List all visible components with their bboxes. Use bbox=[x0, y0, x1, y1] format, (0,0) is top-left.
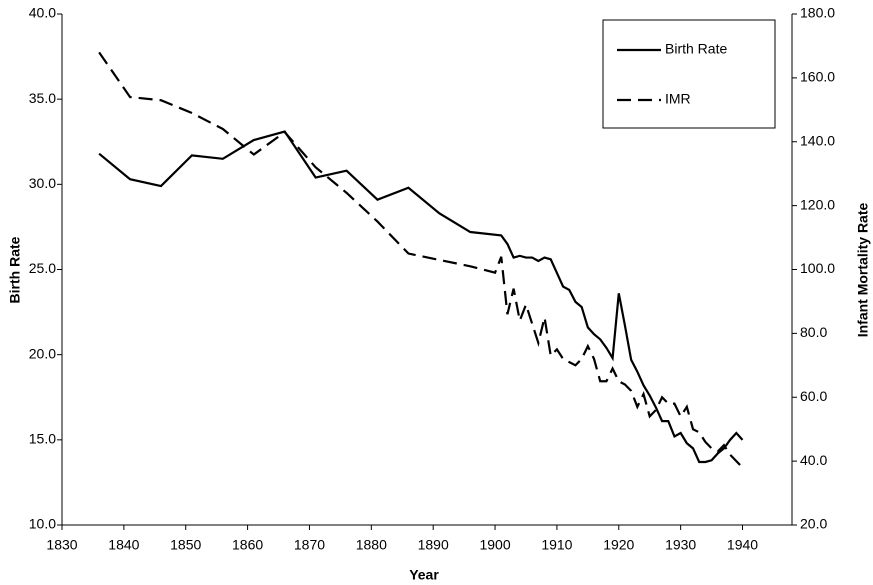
y2-tick-label: 120.0 bbox=[800, 196, 835, 212]
y-tick-label: 25.0 bbox=[29, 260, 56, 276]
x-tick-label: 1940 bbox=[727, 537, 758, 553]
x-tick-label: 1900 bbox=[479, 537, 510, 553]
x-tick-label: 1880 bbox=[356, 537, 387, 553]
y-tick-label: 35.0 bbox=[29, 90, 56, 106]
x-tick-label: 1850 bbox=[170, 537, 201, 553]
x-tick-label: 1910 bbox=[541, 537, 572, 553]
x-tick-label: 1860 bbox=[232, 537, 263, 553]
x-tick-label: 1930 bbox=[665, 537, 696, 553]
legend-label: Birth Rate bbox=[665, 41, 727, 57]
y-tick-label: 15.0 bbox=[29, 431, 56, 447]
y2-tick-label: 20.0 bbox=[800, 516, 827, 532]
y-tick-label: 20.0 bbox=[29, 345, 56, 361]
y2-tick-label: 40.0 bbox=[800, 452, 827, 468]
x-tick-label: 1890 bbox=[418, 537, 449, 553]
y-tick-label: 30.0 bbox=[29, 175, 56, 191]
y2-tick-label: 100.0 bbox=[800, 260, 835, 276]
y-axis-title: Birth Rate bbox=[7, 236, 23, 303]
y-tick-label: 40.0 bbox=[29, 5, 56, 21]
y-tick-label: 10.0 bbox=[29, 516, 56, 532]
x-tick-label: 1870 bbox=[294, 537, 325, 553]
y2-tick-label: 180.0 bbox=[800, 5, 835, 21]
data-line bbox=[98, 51, 744, 469]
legend-label: IMR bbox=[665, 91, 691, 107]
x-tick-label: 1840 bbox=[108, 537, 139, 553]
data-line bbox=[98, 130, 744, 464]
y2-tick-label: 140.0 bbox=[800, 132, 835, 148]
y2-tick-label: 160.0 bbox=[800, 69, 835, 85]
y2-axis-title: Infant Mortality Rate bbox=[855, 203, 871, 338]
y2-tick-label: 60.0 bbox=[800, 388, 827, 404]
y2-tick-label: 80.0 bbox=[800, 324, 827, 340]
x-tick-label: 1830 bbox=[46, 537, 77, 553]
x-axis-title: Year bbox=[409, 567, 439, 583]
legend-box bbox=[602, 19, 776, 129]
x-tick-label: 1920 bbox=[603, 537, 634, 553]
